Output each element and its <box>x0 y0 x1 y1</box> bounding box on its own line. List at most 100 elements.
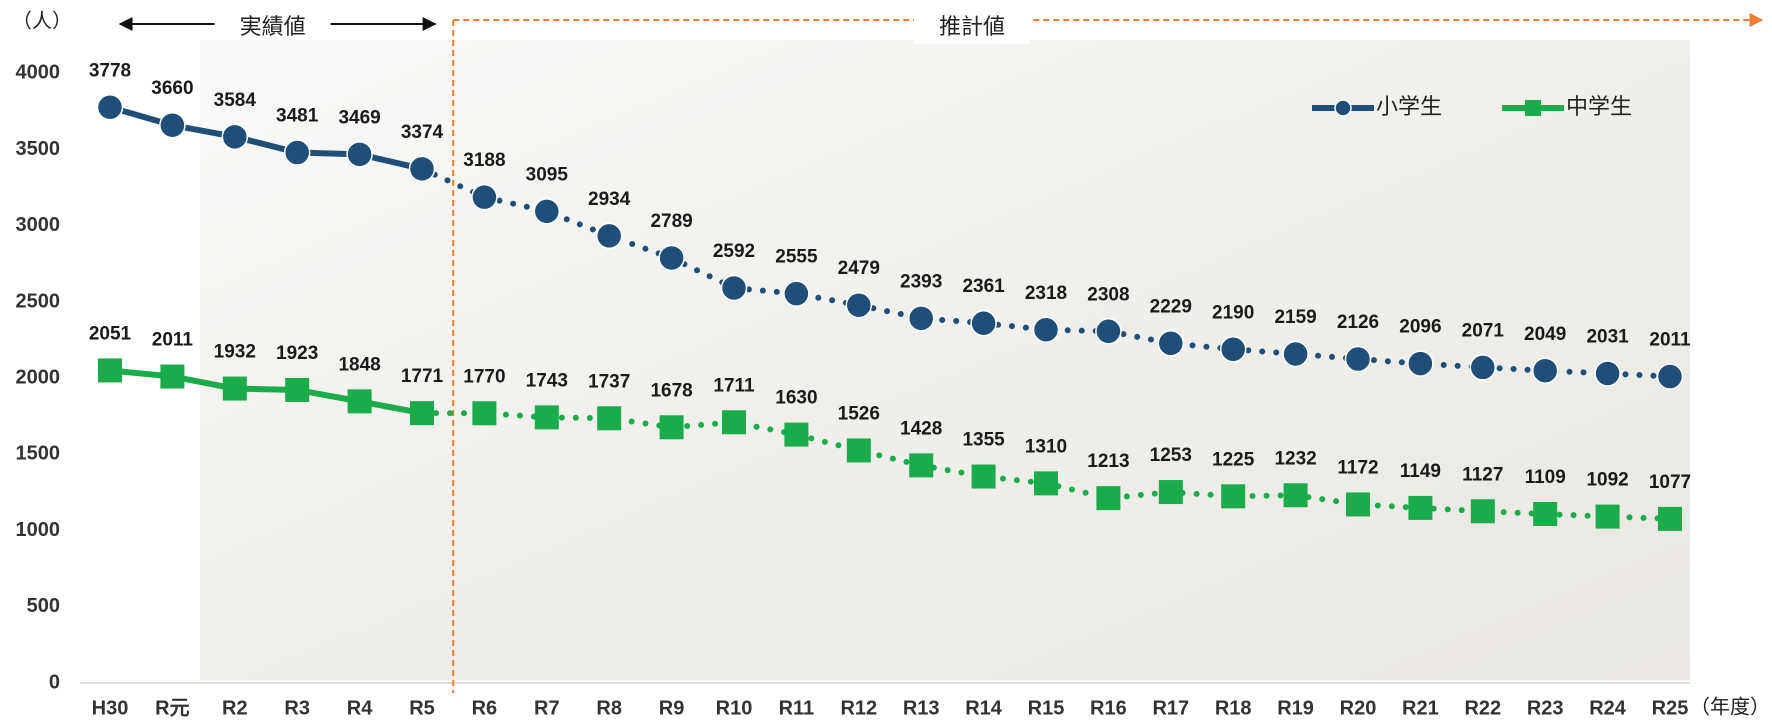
data-label: 1737 <box>588 371 630 392</box>
marker <box>907 305 935 332</box>
marker <box>1158 480 1183 505</box>
marker <box>1408 495 1433 520</box>
data-label: 1771 <box>401 366 444 387</box>
marker <box>1470 499 1495 524</box>
data-label: 1678 <box>650 380 692 401</box>
y-tick-label: 3000 <box>16 214 61 236</box>
marker <box>597 406 622 431</box>
data-label: 1092 <box>1586 470 1628 491</box>
data-label: 2096 <box>1399 317 1441 338</box>
x-tick-label: R15 <box>1028 697 1065 719</box>
marker <box>285 377 310 402</box>
marker <box>720 274 748 302</box>
x-tick-label: R24 <box>1589 697 1627 719</box>
x-tick-label: R16 <box>1090 697 1127 719</box>
data-label: 2479 <box>838 258 880 279</box>
x-tick-label: R7 <box>534 697 560 719</box>
x-tick-label: R19 <box>1277 697 1314 719</box>
marker <box>970 309 997 337</box>
data-label: 2190 <box>1212 302 1254 323</box>
x-tick-label: R17 <box>1152 697 1189 719</box>
x-unit: （年度） <box>1690 695 1770 718</box>
marker <box>722 410 746 435</box>
marker <box>533 198 561 225</box>
x-tick-label: R23 <box>1527 697 1564 719</box>
marker <box>784 422 809 447</box>
marker <box>408 155 436 183</box>
marker <box>410 401 434 426</box>
marker <box>98 358 122 383</box>
x-tick-label: R18 <box>1215 697 1252 719</box>
data-label: 3188 <box>463 150 505 171</box>
data-label: 2393 <box>900 271 942 292</box>
data-label: 1127 <box>1462 464 1503 485</box>
marker <box>909 453 934 478</box>
marker <box>1344 345 1372 373</box>
data-label: 1232 <box>1274 448 1316 469</box>
forecast-label-bg <box>914 10 1030 44</box>
forecast-label: 推計値 <box>939 14 1005 39</box>
data-label: 3374 <box>401 122 444 143</box>
marker <box>96 94 124 121</box>
marker <box>160 364 185 389</box>
actual-label: 実績値 <box>240 14 306 39</box>
y-tick-label: 500 <box>27 595 60 617</box>
x-tick-label: R10 <box>716 697 753 719</box>
marker <box>159 111 186 139</box>
x-tick-label: R3 <box>284 697 310 719</box>
marker <box>658 244 685 272</box>
marker <box>1656 363 1684 390</box>
data-label: 3095 <box>526 164 569 185</box>
data-label: 1770 <box>463 366 505 387</box>
data-label: 2049 <box>1524 324 1566 345</box>
data-label: 2011 <box>1649 330 1691 351</box>
marker <box>1157 330 1185 357</box>
legend-label: 中学生 <box>1566 94 1632 119</box>
x-tick-label: R5 <box>409 697 435 719</box>
x-tick-label: R元 <box>155 697 189 719</box>
data-label: 1630 <box>775 388 817 409</box>
y-tick-label: 1000 <box>16 519 61 541</box>
data-label: 3778 <box>89 60 131 81</box>
data-label: 1109 <box>1525 467 1566 488</box>
data-label: 1149 <box>1400 461 1441 482</box>
data-label: 1428 <box>900 418 942 439</box>
y-tick-label: 0 <box>49 671 60 693</box>
marker <box>221 123 249 151</box>
marker <box>971 464 996 489</box>
marker <box>1282 340 1309 368</box>
forecast-line <box>419 165 1673 380</box>
data-label: 2555 <box>775 247 818 268</box>
data-label: 1077 <box>1649 472 1691 493</box>
y-tick-label: 3500 <box>16 138 61 160</box>
marker <box>283 139 311 166</box>
data-label: 1848 <box>338 354 380 375</box>
x-tick-label: R2 <box>222 697 248 719</box>
x-tick-label: R4 <box>347 697 373 719</box>
marker <box>347 389 372 414</box>
data-label: 2308 <box>1087 284 1129 305</box>
marker <box>595 222 623 250</box>
data-label: 3660 <box>151 78 193 99</box>
data-label: 2031 <box>1586 327 1629 348</box>
data-label: 2126 <box>1337 312 1379 333</box>
data-label: 2789 <box>650 211 692 232</box>
data-label: 2318 <box>1025 283 1067 304</box>
y-tick-label: 2000 <box>16 366 61 388</box>
x-tick-label: R14 <box>965 697 1003 719</box>
data-label: 2051 <box>89 323 132 344</box>
marker <box>471 183 498 211</box>
marker <box>1219 336 1247 363</box>
data-label: 2011 <box>152 330 194 351</box>
marker <box>534 405 559 430</box>
data-label: 1172 <box>1337 457 1378 478</box>
data-label: 1355 <box>962 430 1005 451</box>
marker <box>1407 350 1434 377</box>
marker <box>1034 471 1058 496</box>
marker <box>659 415 684 440</box>
data-label: 2361 <box>962 276 1005 297</box>
marker <box>846 438 871 463</box>
data-label: 2229 <box>1150 296 1192 317</box>
marker <box>1531 357 1559 384</box>
